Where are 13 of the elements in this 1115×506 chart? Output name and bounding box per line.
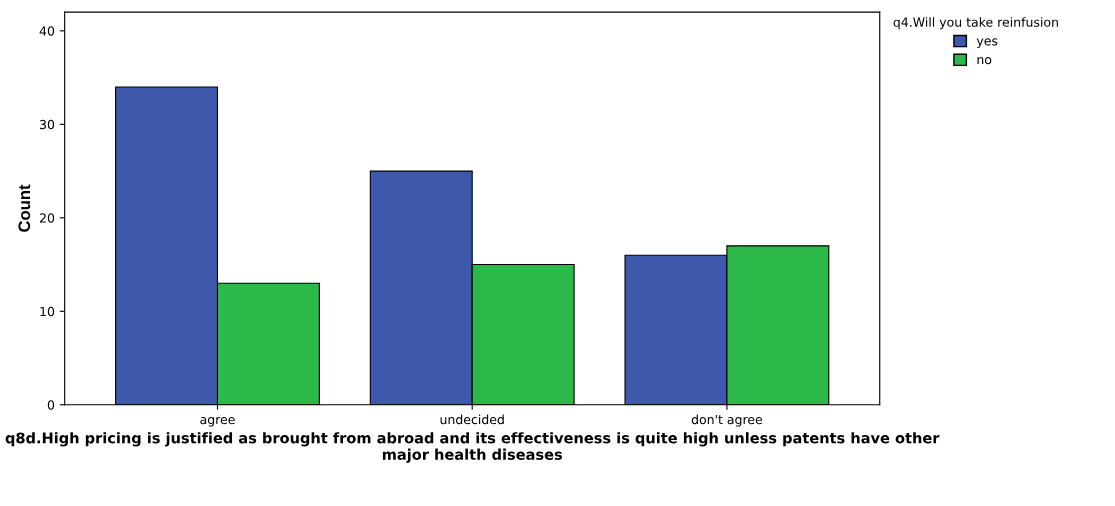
y-tick-label: 0: [47, 400, 55, 410]
legend-label: yes: [976, 38, 998, 48]
x-tick-label: undecided: [440, 414, 504, 425]
x-tick-label: don't agree: [691, 414, 763, 427]
y-tick-label: 40: [39, 26, 55, 36]
y-tick-label: 30: [39, 119, 55, 130]
legend-label: no: [977, 57, 992, 65]
x-tick-label: agree: [200, 417, 235, 427]
y-tick-label: 20: [39, 213, 55, 223]
y-axis-title: Count: [18, 184, 31, 232]
y-tick-label: 10: [40, 306, 55, 317]
legend-title: q4.Will you take reinfusion: [893, 17, 1058, 30]
x-axis-title: q8d.High pricing is justified as brought from abroad and its effectiveness is quite high unless patents have other major health diseases: [5, 432, 940, 463]
